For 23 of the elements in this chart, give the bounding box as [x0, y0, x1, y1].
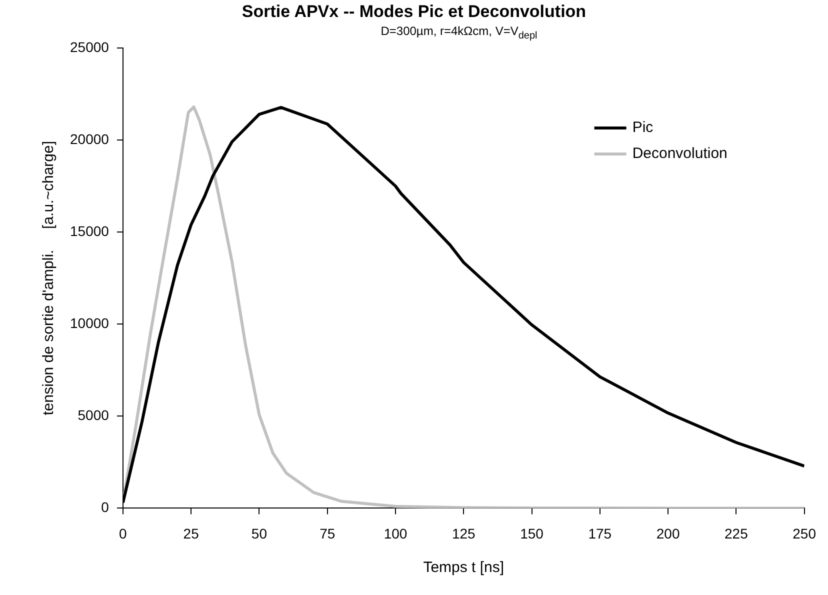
x-tick-label: 175: [588, 525, 612, 542]
y-tick-label: 5000: [78, 407, 110, 424]
chart-title: Sortie APVx -- Modes Pic et Deconvolution: [240, 2, 588, 22]
x-tick-label: 75: [320, 525, 336, 542]
legend-label: Deconvolution: [632, 145, 728, 162]
x-tick-label: 25: [183, 525, 200, 542]
x-tick-label: 0: [119, 525, 128, 542]
x-tick-label: 200: [656, 525, 680, 542]
chart-subtitle: D=300µm, r=4kΩcm, V=V$_{depl}$: [380, 24, 538, 42]
x-tick-label: 150: [520, 525, 544, 542]
y-tick-label: 10000: [70, 314, 110, 331]
x-tick-label: 125: [452, 525, 476, 542]
x-tick-label: 225: [724, 525, 748, 542]
x-tick-label: 100: [384, 525, 408, 542]
y-tick-label: 15000: [70, 222, 110, 239]
y-axis-title: tension de sortie d'ampli. [a.u.~charge]: [40, 140, 58, 416]
legend-label: Pic: [632, 119, 654, 136]
x-tick-label: 50: [251, 525, 268, 542]
x-axis-title: Temps t [ns]: [423, 559, 504, 576]
y-tick-label: 25000: [70, 38, 110, 55]
x-tick-label: 250: [792, 525, 816, 542]
y-tick-label: 0: [101, 499, 110, 516]
y-tick-label: 20000: [70, 130, 110, 147]
